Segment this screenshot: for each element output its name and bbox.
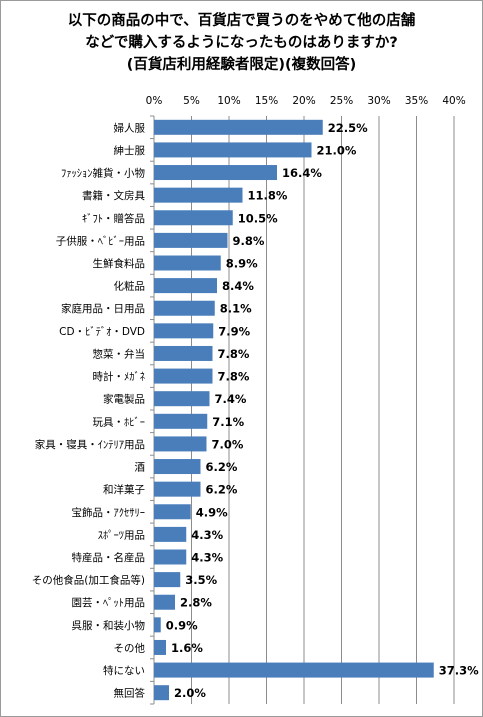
bar [154,232,228,248]
category-label: 惣菜・弁当 [93,347,146,360]
category-label: 子供服・ﾍﾞﾋﾞｰ用品 [56,234,145,247]
category-label: 生鮮食料品 [93,257,146,270]
category-label: 呉服・和装小物 [72,619,146,632]
category-label: 園芸・ﾍﾟｯﾄ用品 [72,596,146,609]
bar [154,639,166,655]
bar [154,142,312,158]
data-label: 2.0% [174,686,206,700]
category-label: 家電製品 [103,393,145,406]
data-label: 3.5% [185,573,217,587]
bar [154,459,201,475]
data-label: 7.0% [212,437,244,451]
x-tick-label: 15% [255,95,278,107]
category-label: 化粧品 [114,280,146,293]
data-label: 11.8% [248,189,288,203]
x-tick-label: 0% [146,95,163,107]
category-label: ｽﾎﾟｰﾂ用品 [98,529,145,541]
data-label: 10.5% [238,211,278,225]
category-label: その他食品(加工食品等) [32,574,145,587]
data-label: 22.5% [328,121,368,135]
bar [154,165,277,181]
bar [154,391,210,407]
category-label: 紳士服 [114,144,146,157]
chart-title-line-2: などで購入するようになったものはありますか? [85,35,398,51]
data-label: 8.1% [220,302,252,316]
category-label: 特にない [103,665,145,677]
bar [154,345,213,361]
data-label: 21.0% [317,143,357,157]
bar [154,526,187,542]
category-label: 婦人服 [114,122,146,134]
data-label: 37.3% [439,664,479,678]
data-label: 6.2% [206,460,238,474]
category-label: 家庭用品・日用品 [61,302,145,315]
category-label: その他 [114,641,146,654]
bar [154,572,181,588]
bar [154,187,243,203]
data-label: 4.3% [191,528,223,542]
category-label: 無回答 [114,687,146,700]
data-label: 6.2% [206,483,238,497]
data-label: 7.9% [218,324,250,338]
bar [154,617,161,633]
category-label: CD・ﾋﾞﾃﾞｵ・DVD [59,326,145,338]
bar [154,119,323,135]
data-label: 7.1% [212,415,244,429]
bar [154,594,175,610]
bar [154,300,215,316]
data-label: 7.4% [215,392,247,406]
bar [154,323,214,339]
data-label: 2.8% [180,596,212,610]
x-tick-label: 10% [217,95,240,107]
data-label: 8.4% [222,279,254,293]
x-tick-label: 5% [183,95,200,107]
category-label: 和洋菓子 [103,483,145,496]
x-tick-label: 35% [405,95,428,107]
category-label: 宝飾品・ｱｸｾｻﾘｰ [72,506,146,519]
category-label: ﾌｧｯｼｮﾝ雑貨・小物 [61,167,145,180]
category-label: 書籍・文房具 [82,189,145,202]
bar [154,278,217,294]
bar [154,504,191,520]
chart-title-line-1: 以下の商品の中で、百貨店で買うのをやめて他の店舗 [67,13,416,29]
category-label: 酒 [135,461,146,474]
category-label: 玩具・ﾎﾋﾞｰ [93,416,146,428]
category-label: ｷﾞﾌﾄ・贈答品 [82,212,145,225]
chart-title-line-3: (百貨店利用経験者限定)(複数回答) [126,57,357,73]
bar [154,685,169,701]
category-label: 特産品・名産品 [72,551,146,564]
category-label: 時計・ﾒｶﾞﾈ [93,370,146,383]
bar [154,368,213,384]
data-label: 4.3% [191,551,223,565]
bar [154,436,207,452]
bar [154,549,187,565]
category-label: 家具・寝具・ｲﾝﾃﾘｱ用品 [35,438,145,451]
data-label: 7.8% [218,347,250,361]
x-tick-label: 20% [292,95,315,107]
x-tick-label: 30% [367,95,390,107]
data-label: 1.6% [171,641,203,655]
x-tick-label: 40% [442,95,465,107]
bar [154,413,208,429]
data-label: 0.9% [166,618,198,632]
bar [154,210,233,226]
bar [154,255,221,271]
x-tick-label: 25% [330,95,353,107]
data-label: 7.8% [218,370,250,384]
bar [154,481,201,497]
data-label: 8.9% [226,257,258,271]
data-label: 16.4% [282,166,322,180]
data-label: 4.9% [196,505,228,519]
bar [154,662,434,678]
data-label: 9.8% [233,234,265,248]
